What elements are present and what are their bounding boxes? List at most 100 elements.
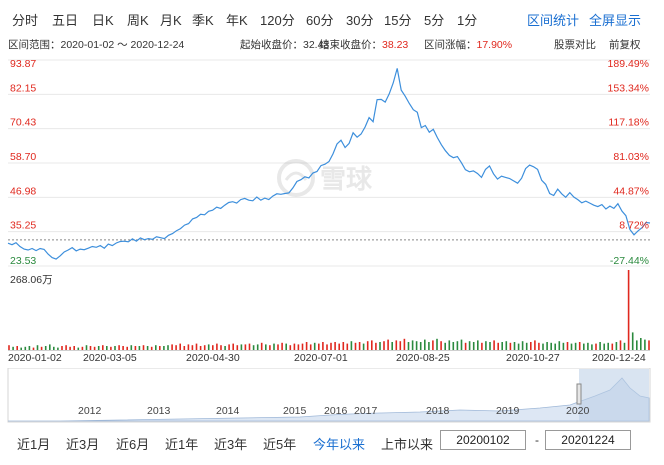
range-5y-button[interactable]: 近5年 xyxy=(263,437,297,452)
volume-bar xyxy=(493,340,495,350)
volume-bar xyxy=(179,343,181,350)
volume-bar xyxy=(265,344,267,350)
range-selector-bar: 近1月 近3月 近6月 近1年 近3年 近5年 今年以来 上市以来 - xyxy=(0,430,664,460)
volume-bar xyxy=(301,343,304,350)
volume-bar xyxy=(244,344,247,350)
date-tick-label: 2020-01-02 xyxy=(8,352,62,364)
volume-bar xyxy=(562,342,565,350)
tab-yearly-k[interactable]: 年K xyxy=(226,13,248,28)
volume-bar xyxy=(587,342,589,350)
tab-15min[interactable]: 15分 xyxy=(384,13,412,28)
volume-bar xyxy=(130,345,133,350)
volume-bar xyxy=(448,340,451,350)
volume-bar xyxy=(644,339,646,350)
tab-monthly-k[interactable]: 月K xyxy=(160,13,182,28)
volume-bar xyxy=(122,346,124,350)
volume-bar xyxy=(477,340,479,350)
end-close-label: 结束收盘价：38.23 xyxy=(319,37,408,52)
date-separator: - xyxy=(535,433,539,447)
volume-bar xyxy=(505,341,508,350)
volume-bar xyxy=(611,343,614,350)
volume-bar xyxy=(126,346,128,350)
volume-bar xyxy=(159,346,161,350)
range-since-listing-button[interactable]: 上市以来 xyxy=(381,437,434,452)
end-date-input[interactable] xyxy=(545,430,631,450)
watermark-text: 雪球 xyxy=(320,165,373,195)
end-close-value: 38.23 xyxy=(382,39,409,51)
start-date-input[interactable] xyxy=(440,430,526,450)
volume-bar xyxy=(12,346,14,350)
volume-bar xyxy=(350,341,353,350)
volume-bar xyxy=(289,345,292,350)
volume-bar xyxy=(212,345,214,350)
volume-bar xyxy=(20,347,22,350)
period-toolbar: 分时 五日 日K 周K 月K 季K 年K 120分 60分 30分 15分 5分… xyxy=(0,0,664,34)
time-navigator[interactable]: 2012 2013 2014 2015 2016 2017 2018 2019 2020 xyxy=(0,368,664,424)
volume-bar xyxy=(220,345,222,350)
tab-30min[interactable]: 30分 xyxy=(346,13,374,28)
volume-bar xyxy=(599,342,601,350)
volume-bar xyxy=(619,340,622,350)
navigator-year-labels: 2012 2013 2014 2015 2016 2017 2018 2019 2020 xyxy=(78,405,590,417)
range-1m-button[interactable]: 近1月 xyxy=(17,437,51,452)
navigator-year-label: 2015 xyxy=(283,405,307,417)
volume-bar xyxy=(591,344,593,350)
volume-bar xyxy=(334,342,336,350)
volume-bar xyxy=(578,342,581,350)
range-6m-button[interactable]: 近6月 xyxy=(116,437,150,452)
stock-compare-button[interactable]: 股票对比 xyxy=(554,39,596,51)
tab-5min[interactable]: 5分 xyxy=(424,13,445,28)
volume-bar xyxy=(228,344,230,350)
navigator-year-label: 2014 xyxy=(216,405,240,417)
tab-fenshi[interactable]: 分时 xyxy=(12,13,39,28)
volume-bar xyxy=(627,270,630,350)
volume-bar xyxy=(163,346,165,350)
volume-bar xyxy=(342,342,345,350)
volume-bar xyxy=(248,343,251,350)
percent-tick-label: 8.72% xyxy=(619,220,649,232)
volume-bar xyxy=(538,342,540,350)
tab-5day[interactable]: 五日 xyxy=(52,13,79,28)
tab-120min[interactable]: 120分 xyxy=(260,13,295,28)
fullscreen-link[interactable]: 全屏显示 xyxy=(589,13,642,28)
tab-weekly-k[interactable]: 周K xyxy=(127,13,149,28)
range-stats-link[interactable]: 区间统计 xyxy=(527,13,580,28)
range-ytd-button[interactable]: 今年以来 xyxy=(313,437,366,452)
volume-bar xyxy=(542,343,544,350)
date-axis: 2020-01-02 2020-03-05 2020-04-30 2020-07-01… xyxy=(8,352,646,364)
volume-bar xyxy=(134,346,137,350)
volume-bar xyxy=(277,344,279,350)
volume-bar xyxy=(501,342,503,350)
volume-bar xyxy=(97,346,100,350)
volume-bar xyxy=(195,343,198,350)
navigator-year-label: 2020 xyxy=(566,405,590,417)
tab-60min[interactable]: 60分 xyxy=(306,13,334,28)
volume-bar xyxy=(407,342,410,350)
range-1y-button[interactable]: 近1年 xyxy=(165,437,199,452)
volume-bar xyxy=(546,342,548,350)
volume-bar xyxy=(44,346,47,350)
percent-tick-label: 117.18% xyxy=(608,117,649,129)
percent-tick-label: 153.34% xyxy=(608,82,649,94)
volume-bar xyxy=(318,343,320,350)
volume-bar xyxy=(346,343,349,350)
percent-tick-label: 81.03% xyxy=(613,151,649,163)
volume-bar xyxy=(89,346,92,350)
volume-bar xyxy=(371,340,373,350)
tab-quarterly-k[interactable]: 季K xyxy=(192,13,214,28)
volume-bar xyxy=(118,345,120,350)
price-volume-chart[interactable]: 雪球 93.87 82.15 70.43 58.70 46.98 35.25 23.53 1… xyxy=(0,52,664,368)
price-tick-label: 82.15 xyxy=(10,82,36,94)
navigator-year-label: 2013 xyxy=(147,405,171,417)
date-tick-label: 2020-07-01 xyxy=(294,352,348,364)
tab-1min[interactable]: 1分 xyxy=(457,13,478,28)
adjust-mode-button[interactable]: 前复权 xyxy=(609,39,641,51)
navigator-selection[interactable] xyxy=(579,369,649,421)
tab-daily-k[interactable]: 日K xyxy=(92,13,114,28)
volume-bar xyxy=(607,342,609,350)
volume-bar xyxy=(155,345,157,350)
navigator-left-handle[interactable] xyxy=(576,383,582,405)
volume-bar xyxy=(57,347,59,350)
range-3y-button[interactable]: 近3年 xyxy=(214,437,248,452)
range-3m-button[interactable]: 近3月 xyxy=(66,437,100,452)
